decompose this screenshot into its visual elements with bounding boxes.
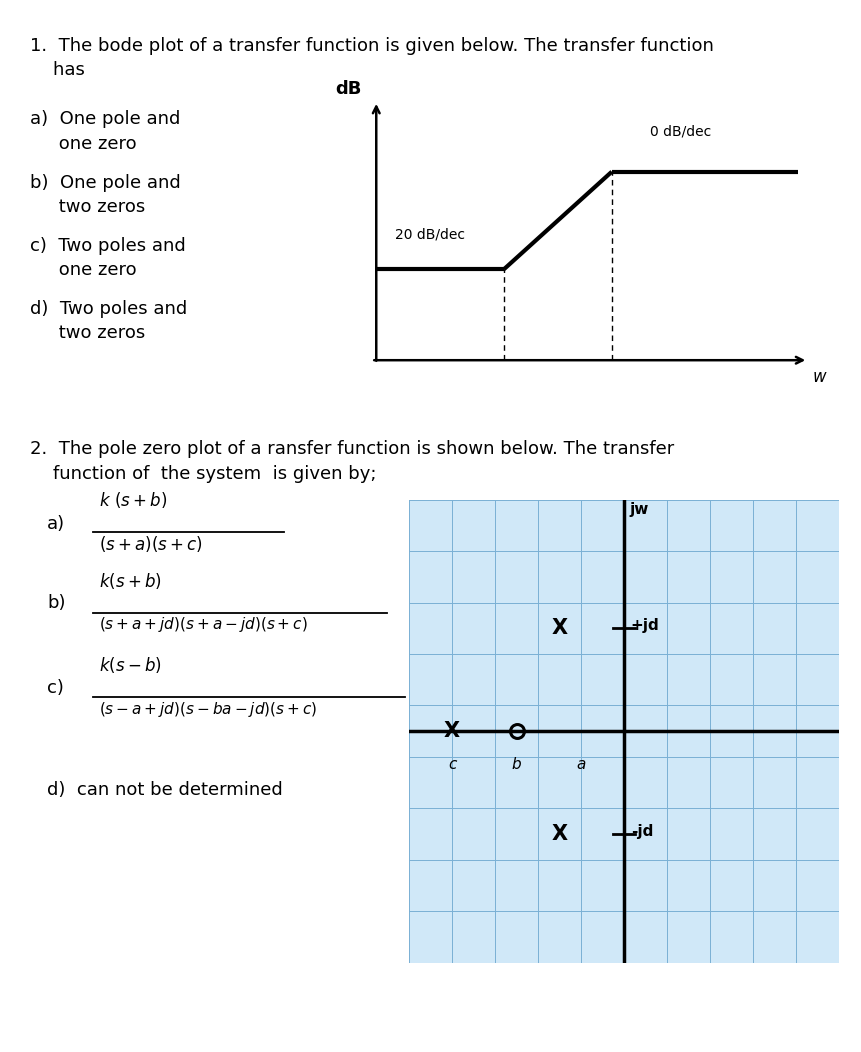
Text: $k(s-b)$: $k(s-b)$ <box>99 655 162 675</box>
Text: $k\ (s+b)$: $k\ (s+b)$ <box>99 490 167 510</box>
Text: X: X <box>552 619 567 639</box>
Text: w: w <box>813 368 827 386</box>
Text: 1.  The bode plot of a transfer function is given below. The transfer function: 1. The bode plot of a transfer function … <box>30 37 714 55</box>
Text: two zeros: two zeros <box>30 198 146 216</box>
Text: function of  the system  is given by;: function of the system is given by; <box>30 465 376 483</box>
Text: 20 dB/dec: 20 dB/dec <box>395 227 465 241</box>
Text: 2.  The pole zero plot of a ransfer function is shown below. The transfer: 2. The pole zero plot of a ransfer funct… <box>30 440 674 458</box>
Text: a: a <box>577 756 585 772</box>
Text: +jd: +jd <box>630 619 660 633</box>
Text: b)  One pole and: b) One pole and <box>30 174 181 191</box>
Text: $(s+a)(s+c)$: $(s+a)(s+c)$ <box>99 534 203 554</box>
Text: two zeros: two zeros <box>30 324 146 342</box>
Text: jw: jw <box>629 502 649 518</box>
Text: has: has <box>30 61 85 79</box>
Text: -jd: -jd <box>630 824 653 838</box>
Text: $k(s+b)$: $k(s+b)$ <box>99 571 162 591</box>
Text: d)  Two poles and: d) Two poles and <box>30 300 188 318</box>
Text: one zero: one zero <box>30 135 137 153</box>
Text: a): a) <box>47 515 65 533</box>
Text: X: X <box>552 824 567 844</box>
Text: d)  can not be determined: d) can not be determined <box>47 781 283 798</box>
Text: c)  Two poles and: c) Two poles and <box>30 237 186 255</box>
Text: a)  One pole and: a) One pole and <box>30 110 181 128</box>
Text: b): b) <box>47 594 65 612</box>
Text: b: b <box>511 756 522 772</box>
Text: c): c) <box>47 679 65 696</box>
Text: X: X <box>444 721 460 742</box>
Text: one zero: one zero <box>30 261 137 279</box>
Text: $(s+a+jd)(s+a-jd)(s+c)$: $(s+a+jd)(s+a-jd)(s+c)$ <box>99 615 307 634</box>
Text: $(s-a+jd)(s-ba-jd)(s+c)$: $(s-a+jd)(s-ba-jd)(s+c)$ <box>99 700 318 719</box>
Text: 0 dB/dec: 0 dB/dec <box>650 124 711 138</box>
Text: dB: dB <box>335 80 362 98</box>
Text: c: c <box>448 756 456 772</box>
